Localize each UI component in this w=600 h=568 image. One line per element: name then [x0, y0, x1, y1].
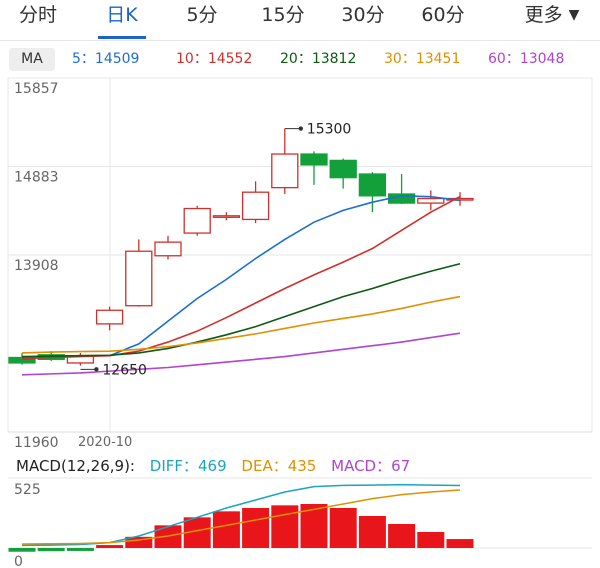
candle-body — [300, 153, 328, 166]
ma-line-30 — [21, 295, 461, 354]
y-tick-label: 11960 — [14, 435, 59, 451]
macd-histogram-bar — [125, 536, 153, 548]
y-tick-label: 13908 — [14, 258, 59, 274]
min-price-annotation: 12650 — [80, 362, 147, 378]
tab-more[interactable]: 更多 ▼ — [514, 0, 590, 40]
ma20-value: 20：13812 — [280, 51, 357, 67]
tab-label: 5分 — [186, 4, 218, 26]
max-price-annotation: 15300 — [284, 122, 352, 138]
macd-y-tick-label: 525 — [14, 482, 41, 498]
tab-label: 分时 — [18, 4, 57, 26]
tab-60min[interactable]: 60分 — [418, 0, 468, 40]
macd-histogram-bar — [242, 508, 270, 548]
macd-histogram-bar — [37, 548, 65, 552]
tab-5min[interactable]: 5分 — [182, 0, 222, 40]
macd-histogram-bar — [388, 524, 416, 548]
candle-body — [125, 250, 153, 307]
tab-label: 更多 — [524, 4, 563, 26]
dea-value: DEA：435 — [241, 457, 317, 475]
tab-label: 30分 — [341, 4, 385, 26]
y-tick-label: 14883 — [14, 169, 59, 185]
tab-daily-k[interactable]: 日K — [98, 0, 146, 40]
period-tabs: 分时 日K 5分 15分 30分 60分 更多 ▼ — [0, 0, 600, 41]
candle — [358, 172, 387, 213]
candle-body — [329, 159, 357, 179]
macd-histogram-bar — [417, 532, 445, 548]
ma5-value: 5：14509 — [72, 51, 140, 67]
annotation-label: 12650 — [102, 362, 147, 378]
tab-label: 60分 — [421, 4, 465, 26]
macd-histogram-bar — [66, 548, 94, 551]
ma-lines — [21, 195, 461, 376]
candle — [271, 128, 299, 195]
ma60-value: 60：13048 — [488, 51, 565, 67]
tab-label: 日K — [106, 4, 138, 26]
ma-line-10 — [21, 195, 461, 360]
candle-body — [183, 207, 211, 234]
ma-legend: MA 5：14509 10：14552 20：13812 30：13451 60… — [0, 44, 600, 74]
candle-body — [95, 309, 124, 325]
dea-line — [21, 489, 461, 545]
candle — [387, 174, 416, 204]
macd-histogram-bar — [8, 548, 36, 552]
macd-histogram-bar — [446, 539, 474, 548]
active-tab-indicator — [98, 36, 146, 39]
annotation-label: 15300 — [307, 122, 352, 138]
macd-histogram-bar — [329, 508, 357, 548]
axis-labels: 15857 14883 13908 11960 2020-10 15300 12650 — [14, 81, 351, 451]
candle-body — [241, 191, 270, 221]
candle — [183, 205, 211, 236]
ma30-value: 30：13451 — [384, 51, 461, 67]
annotation-dot — [94, 367, 99, 372]
caret-down-icon: ▼ — [568, 7, 580, 23]
candle-body — [154, 241, 182, 257]
candle-body — [417, 197, 445, 204]
candle-body — [212, 215, 241, 218]
candle — [212, 212, 241, 221]
candle-body — [358, 173, 387, 197]
macd-histogram-bar — [212, 511, 240, 548]
macd-histogram-bar — [271, 505, 299, 548]
ma-selector-button[interactable]: MA — [9, 48, 55, 71]
macd-histogram-bar — [96, 545, 124, 548]
candle — [300, 151, 328, 185]
candle-body — [271, 153, 299, 189]
ma-line-5 — [21, 195, 461, 361]
tab-label: 15分 — [261, 4, 305, 26]
candle — [329, 158, 357, 189]
x-tick-label: 2020-10 — [78, 435, 132, 450]
candle — [417, 190, 445, 211]
chart-grid — [7, 77, 593, 433]
candle — [125, 239, 153, 307]
y-tick-label: 15857 — [14, 81, 59, 97]
macd-legend: MACD(12,26,9): DIFF：469 DEA：435 MACD：67 — [16, 455, 420, 476]
tab-15min[interactable]: 15分 — [258, 0, 308, 40]
candle — [154, 235, 182, 260]
macd-value: MACD：67 — [331, 457, 411, 475]
candle — [95, 306, 124, 331]
ma-line-20 — [21, 262, 461, 358]
macd-params: MACD(12,26,9): — [16, 457, 135, 475]
macd-panel: 525 0 — [8, 477, 592, 568]
candlesticks — [8, 128, 474, 366]
macd-y-tick-label: 0 — [14, 554, 23, 568]
macd-histogram-bar — [358, 516, 386, 548]
tab-30min[interactable]: 30分 — [338, 0, 388, 40]
candle-body — [8, 356, 36, 364]
diff-value: DIFF：469 — [149, 457, 227, 475]
tab-intraday[interactable]: 分时 — [10, 0, 66, 40]
ma10-value: 10：14552 — [176, 51, 253, 67]
candle — [241, 181, 270, 224]
ma-line-60 — [21, 332, 461, 376]
